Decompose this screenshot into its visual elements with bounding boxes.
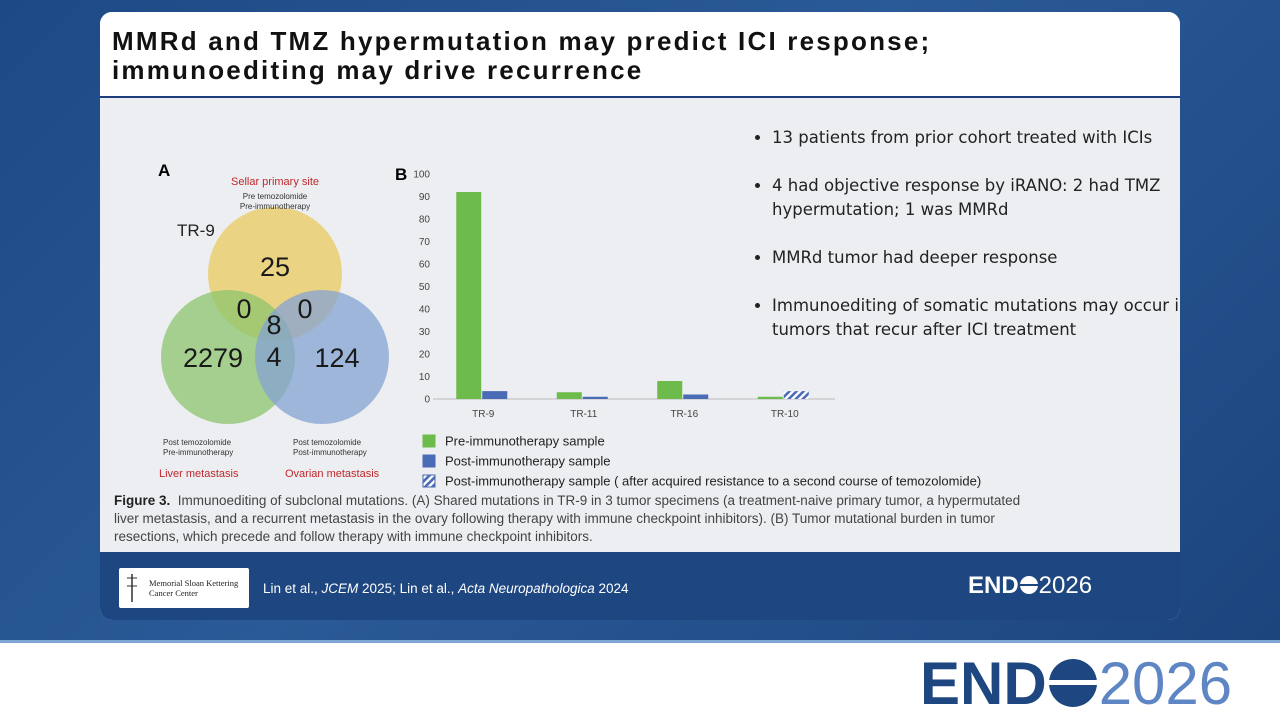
figure: A TR-9 Sellar primary site Pre temozolomide…: [158, 161, 981, 489]
bottom-strip: END 2026: [0, 640, 1280, 720]
logo-text: Memorial Sloan Kettering Cancer Center: [149, 578, 238, 598]
bullet: 4 had objective response by iRANO: 2 had…: [772, 174, 1180, 222]
legend-label: Pre-immunotherapy sample: [445, 434, 605, 449]
venn-set-note: Post-immunotherapy: [293, 448, 367, 457]
y-tick-label: 80: [419, 215, 431, 226]
msk-mark: [127, 574, 137, 602]
footer-band: [100, 552, 1180, 620]
brand-globe: [1019, 576, 1038, 594]
venn-count: 0: [236, 294, 251, 324]
legend-swatch: [422, 454, 436, 468]
venn-set-name: Liver metastasis: [159, 468, 239, 480]
title-line: immunoediting may drive recurrence: [112, 55, 644, 85]
venn-circle: [161, 290, 295, 424]
bar: [783, 391, 809, 399]
venn-set-name: Sellar primary site: [231, 176, 319, 188]
panel-label: B: [395, 165, 407, 184]
title-line: MMRd and TMZ hypermutation may predict I…: [112, 26, 932, 56]
y-tick-label: 90: [419, 192, 431, 203]
venn-count: 25: [260, 252, 290, 282]
brand-right: 2026: [1098, 650, 1233, 717]
venn-set-note: Post temozolomide: [293, 438, 362, 447]
citation-part: Acta Neuropathologica: [458, 581, 595, 596]
legend-label: Post-immunotherapy sample: [445, 454, 610, 469]
y-tick-label: 10: [419, 372, 431, 383]
venn-case: TR-9: [177, 221, 215, 240]
caption-text: Immunoediting of subclonal mutations. (A…: [114, 493, 1021, 544]
x-tick-label: TR-10: [771, 409, 799, 420]
panel-label: A: [158, 161, 170, 180]
x-tick-label: TR-16: [670, 409, 698, 420]
x-tick-label: TR-9: [472, 409, 495, 420]
venn-count: 8: [266, 310, 281, 340]
citation-part: JCEM: [321, 581, 359, 596]
brand-left: END: [968, 572, 1019, 599]
logo-line-text: Memorial Sloan Kettering: [149, 578, 239, 588]
y-tick-label: 40: [419, 305, 431, 316]
legend-swatch: [422, 434, 436, 448]
venn-count: 124: [314, 343, 359, 373]
bullet: Immunoediting of somatic mutations may o…: [772, 294, 1180, 342]
citation-part: Lin et al.,: [263, 581, 322, 596]
y-tick-label: 30: [419, 327, 431, 338]
x-tick-label: TR-11: [570, 409, 597, 420]
bar: [556, 392, 582, 399]
venn-set-note: Pre temozolomide: [243, 192, 308, 201]
y-tick-label: 70: [419, 237, 431, 248]
venn-circle: [255, 290, 389, 424]
bullet: MMRd tumor had deeper response: [772, 246, 1180, 270]
y-tick-label: 100: [413, 170, 430, 181]
bullet-list: 13 patients from prior cohort treated wi…: [745, 126, 1180, 366]
venn-set-name: Ovarian metastasis: [285, 468, 380, 480]
caption-label: Figure 3.: [114, 493, 171, 508]
bar: [456, 192, 482, 399]
citation-part: 2025; Lin et al.,: [358, 581, 459, 596]
venn-set-note: Post temozolomide: [163, 438, 232, 447]
y-tick-label: 50: [419, 282, 431, 293]
bar: [482, 391, 508, 399]
msk-logo: Memorial Sloan Kettering Cancer Center: [119, 568, 249, 608]
y-tick-label: 20: [419, 350, 431, 361]
legend-swatch: [422, 474, 436, 488]
y-tick-label: 0: [424, 395, 430, 406]
bar: [683, 394, 709, 399]
venn-count: 2279: [183, 343, 243, 373]
bar: [657, 381, 683, 399]
brand-left: END: [920, 650, 1047, 717]
bar: [757, 396, 783, 399]
logo-line-text: Cancer Center: [149, 588, 198, 598]
brand-small: END 2026: [968, 572, 1092, 600]
legend-label: Post-immunotherapy sample ( after acquir…: [445, 474, 981, 489]
y-tick-label: 60: [419, 260, 431, 271]
brand-right: 2026: [1038, 572, 1093, 599]
slide-card: MMRd and TMZ hypermutation may predict I…: [100, 12, 1180, 620]
title-band: [100, 12, 1180, 98]
figure-caption: Figure 3. Immunoediting of subclonal mut…: [114, 492, 1044, 546]
venn-set-note: Pre-immunotherapy: [163, 448, 233, 457]
venn-count: 4: [266, 342, 281, 372]
venn-set-note: Pre-immunotherapy: [240, 202, 310, 211]
citation-part: 2024: [594, 581, 629, 596]
brand-globe: [1048, 659, 1097, 707]
bar: [582, 396, 608, 399]
bullet: 13 patients from prior cohort treated wi…: [772, 126, 1180, 150]
slide-title: MMRd and TMZ hypermutation may predict I…: [112, 27, 931, 85]
brand-large: END 2026: [920, 651, 1232, 717]
citation: Lin et al., JCEM 2025; Lin et al., Acta …: [263, 581, 629, 596]
venn-count: 0: [297, 294, 312, 324]
